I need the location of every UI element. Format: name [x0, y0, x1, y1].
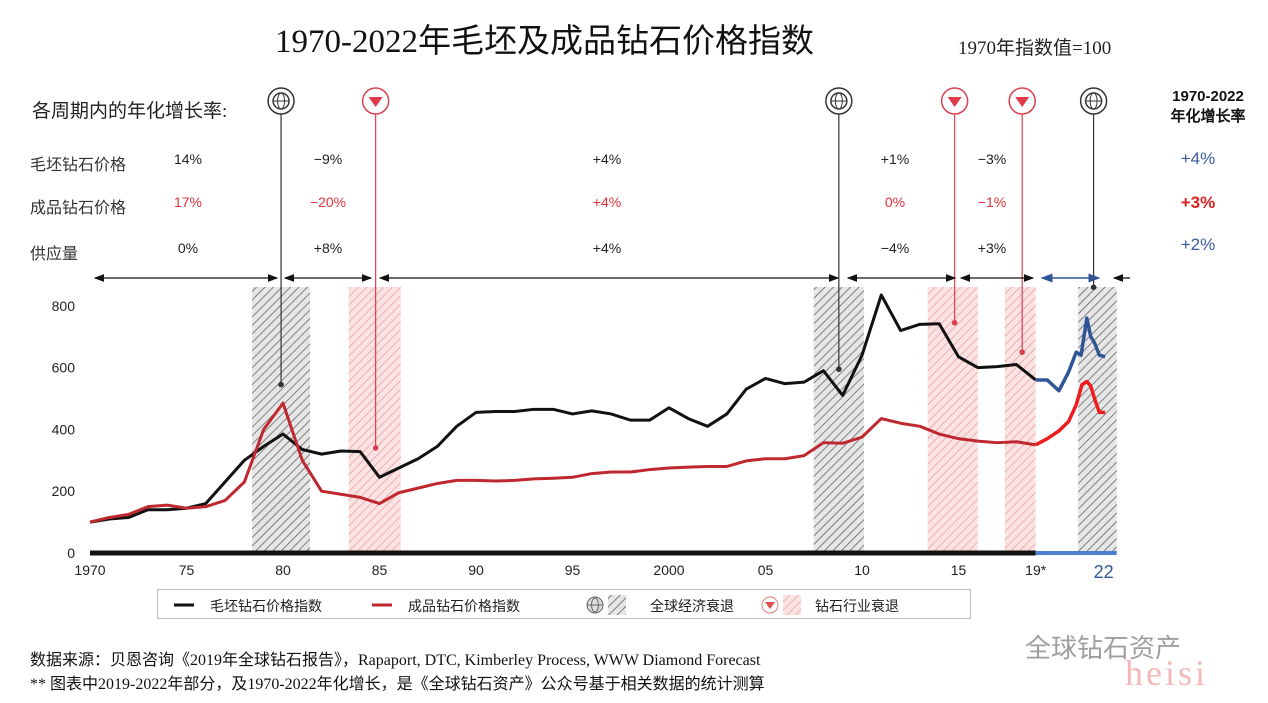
legend: 毛坯钻石价格指数 成品钻石价格指数 全球经济衰退 钻石行业衰退 [157, 589, 971, 619]
source-line-1: 数据来源：贝恩咨询《2019年全球钻石报告》，Rapaport, DTC, Ki… [30, 652, 761, 669]
growth-rough-period-5: −3% [977, 151, 1007, 167]
series-line-rough [89, 293, 1037, 524]
x-tick-label: 80 [275, 562, 291, 578]
total-growth-header: 1970-2022 年化增长率 [1170, 87, 1245, 127]
legend-rough: 毛坯钻石价格指数 [210, 600, 322, 615]
growth-rough-period-4: +1% [880, 151, 910, 167]
marker-dot [278, 381, 284, 388]
baseline-note: 1970年指数值=100 [958, 38, 1112, 59]
y-tick-label: 600 [52, 360, 76, 376]
diamond-icon-gem [1015, 97, 1030, 107]
growth-polished-period-4: 0% [884, 194, 906, 210]
growth-supply-period-4: −4% [880, 240, 910, 256]
total-header-line1: 1970-2022 [1172, 88, 1244, 105]
x-tick-label: 22 [1094, 562, 1114, 582]
growth-polished-period-5: −1% [977, 194, 1007, 210]
diamond-icon-gem [947, 97, 962, 107]
row-label-polished: 成品钻石价格 [30, 200, 127, 217]
legend-global: 全球经济衰退 [650, 600, 734, 615]
row-label-supply: 供应量 [30, 246, 79, 263]
marker-dot [1090, 284, 1097, 291]
growth-supply-period-1: 0% [177, 240, 199, 256]
watermark: 全球钻石资产 [1025, 633, 1182, 663]
x-tick-label: 10 [854, 562, 870, 578]
recession-band-industry [927, 287, 978, 553]
growth-supply-period-2: +8% [313, 240, 343, 256]
x-tick-label: 05 [758, 562, 774, 578]
marker-dot [836, 366, 842, 372]
x-tick-label: 95 [565, 562, 581, 578]
recession-band-industry [1004, 287, 1036, 553]
growth-polished-period-3: +4% [592, 194, 622, 210]
marker-dot [372, 445, 379, 451]
growth-rough-period-2: −9% [313, 151, 343, 167]
legend-industry-hatch [783, 595, 801, 615]
y-tick-label: 800 [52, 298, 76, 314]
marker-dot [951, 319, 958, 326]
total-polished: +3% [1180, 193, 1216, 212]
growth-rough-period-3: +4% [592, 151, 622, 167]
legend-global-hatch [608, 595, 626, 615]
recession-band-industry [348, 287, 401, 553]
diamond-icon [761, 596, 779, 614]
legend-polished: 成品钻石价格指数 [408, 600, 520, 615]
periods-header: 各周期内的年化增长率: [32, 101, 228, 122]
growth-polished-period-2: −20% [309, 194, 347, 210]
total-rough: +4% [1180, 149, 1216, 168]
watermark-2: heisi [1125, 653, 1208, 693]
x-tick-label: 90 [468, 562, 484, 578]
growth-supply-period-3: +4% [592, 240, 622, 256]
x-tick-label: 75 [179, 562, 195, 578]
x-tick-label: 15 [951, 562, 967, 578]
chart: 0 200 400 600 800 1970 75 80 85 90 95 2000 05 10 15 19*… [52, 87, 1130, 582]
x-tick-label: 1970 [74, 562, 105, 578]
source-line-2: ** 图表中2019-2022年部分，及1970-2022年化增长，是《全球钻石… [30, 676, 765, 693]
y-tick-label: 400 [52, 421, 76, 437]
row-label-rough: 毛坯钻石价格 [30, 157, 127, 174]
marker-dot [1019, 349, 1025, 355]
growth-polished-period-1: 17% [173, 194, 203, 210]
x-tick-label: 19* [1025, 562, 1047, 578]
growth-supply-period-5: +3% [977, 240, 1007, 256]
chart-title: 1970-2022年毛坯及成品钻石价格指数 [275, 24, 814, 60]
series-line-forecast_rough [1035, 316, 1106, 393]
globe-icon [586, 596, 604, 614]
legend-industry: 钻石行业衰退 [815, 600, 899, 615]
growth-rough-period-1: 14% [173, 151, 203, 167]
diamond-icon-gem [368, 97, 383, 107]
series-line-polished [89, 401, 1036, 524]
x-tick-label: 2000 [653, 562, 684, 578]
x-tick-label: 85 [372, 562, 388, 578]
total-header-line2: 年化增长率 [1170, 108, 1246, 125]
y-tick-label: 200 [52, 483, 76, 499]
y-tick-label: 0 [67, 545, 75, 561]
series-line-forecast_polished [1034, 379, 1106, 447]
total-supply: +2% [1180, 235, 1216, 254]
